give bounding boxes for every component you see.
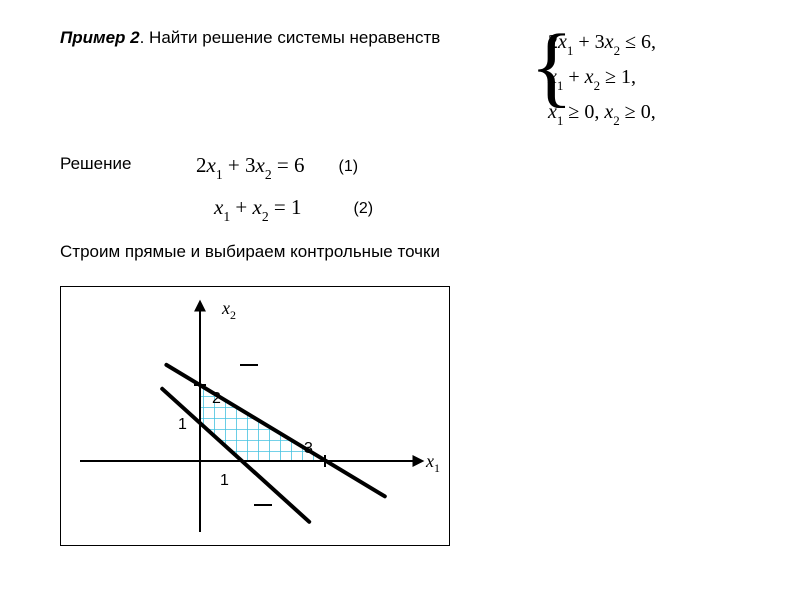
chart-svg: 2113x2x1 (60, 286, 450, 546)
boundary-equations: 2x1 + 3x2 = 6 (1) x1 + x2 = 1 (2) (196, 146, 373, 230)
equation-1: 2x1 + 3x2 = 6 (1) (196, 146, 373, 188)
svg-text:2: 2 (212, 390, 221, 407)
solution-label: Решение (60, 154, 131, 174)
build-instruction: Строим прямые и выбираем контрольные точ… (60, 242, 440, 262)
example-title: Пример 2. Найти решение системы неравенс… (60, 28, 440, 48)
title-prefix: Пример 2 (60, 28, 140, 47)
title-rest: . Найти решение системы неравенств (140, 28, 441, 47)
svg-text:1: 1 (178, 416, 187, 433)
svg-text:1: 1 (220, 472, 229, 489)
svg-text:3: 3 (304, 440, 313, 457)
brace-icon: { (530, 22, 573, 112)
inequality-system: { 2x1 + 3x2 ≤ 6, x1 + x2 ≥ 1, x1 ≥ 0, x2… (548, 28, 656, 133)
feasibility-chart: 2113x2x1 (60, 286, 450, 551)
equation-2: x1 + x2 = 1 (2) (196, 188, 373, 230)
eq-tag-2: (2) (354, 200, 374, 218)
eq-tag-1: (1) (339, 158, 359, 176)
